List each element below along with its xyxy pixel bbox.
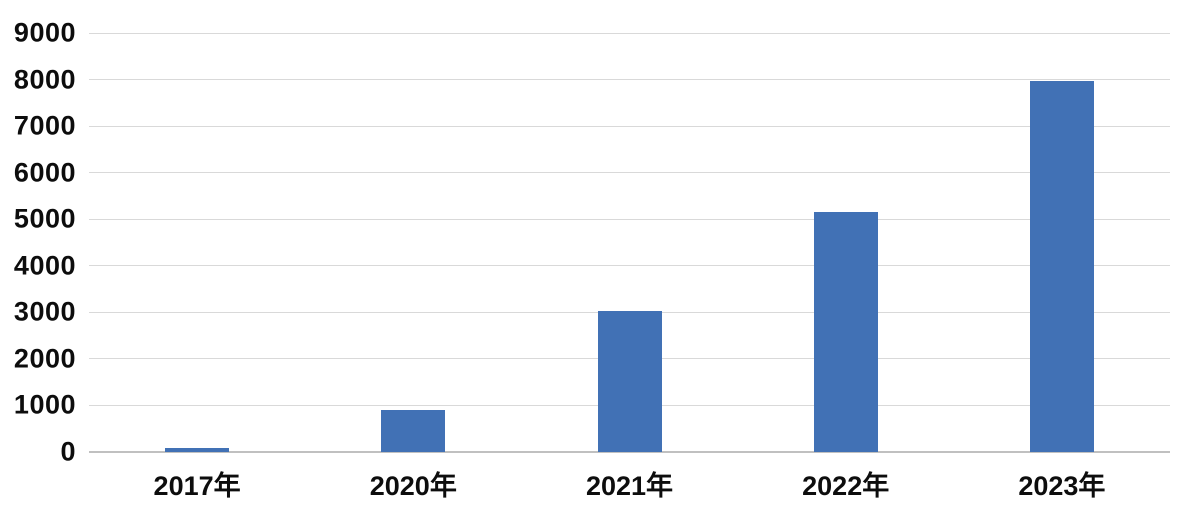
gridline	[89, 265, 1170, 267]
gridline	[89, 79, 1170, 81]
bar-2020年	[381, 410, 446, 452]
gridline	[89, 125, 1170, 127]
gridline	[89, 32, 1170, 34]
bar-2021年	[597, 311, 662, 452]
bar-2017年	[165, 448, 230, 452]
y-tick-label: 8000	[13, 64, 76, 95]
y-tick-label: 0	[60, 436, 76, 467]
x-tick-label: 2022年	[802, 471, 890, 501]
y-tick-label: 3000	[13, 296, 76, 327]
gridline	[89, 172, 1170, 174]
y-tick-label: 4000	[13, 250, 76, 281]
y-tick-label: 6000	[13, 157, 76, 188]
y-tick-label: 5000	[13, 203, 76, 234]
x-tick-label: 2021年	[585, 471, 674, 501]
x-axis-baseline	[89, 451, 1170, 453]
gridline	[89, 218, 1170, 220]
x-tick-label: 2020年	[369, 471, 457, 501]
x-tick-label: 2023年	[1018, 471, 1106, 501]
y-tick-label: 7000	[13, 110, 76, 141]
bar-2022年	[813, 212, 878, 452]
y-tick-label: 9000	[13, 17, 76, 48]
bar-2023年	[1029, 81, 1094, 452]
plot-area	[89, 32, 1170, 453]
y-tick-label: 2000	[13, 343, 76, 374]
x-tick-label: 2017年	[153, 471, 241, 501]
y-tick-label: 1000	[13, 389, 76, 420]
